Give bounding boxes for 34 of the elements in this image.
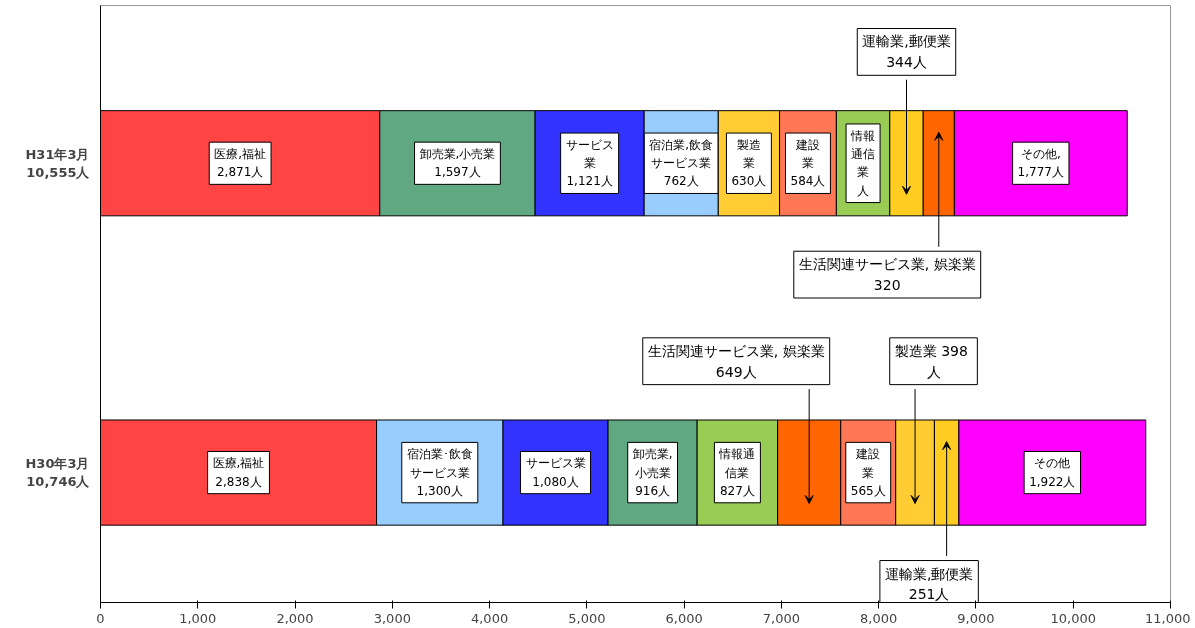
y-tick-label: H31年3月 10,555人 bbox=[25, 146, 91, 180]
data-label: 宿泊業,飲食サービス業 762人 bbox=[649, 138, 714, 189]
data-label: 卸売業,小売業 1,597人 bbox=[419, 147, 496, 180]
x-tick-label: 8,000 bbox=[860, 610, 898, 626]
data-label: 運輸業,郵便業 344人 bbox=[862, 33, 951, 71]
data-label: 宿泊業･飲食サービス業 1,300人 bbox=[406, 447, 473, 498]
data-label: 情報通信業 827人 bbox=[718, 447, 756, 498]
x-tick-label: 6,000 bbox=[665, 610, 703, 626]
x-tick-label: 9,000 bbox=[957, 610, 995, 626]
data-label: 建設業 584人 bbox=[790, 138, 826, 189]
data-label: その他 1,922人 bbox=[1029, 456, 1076, 489]
x-tick-label: 2,000 bbox=[276, 610, 314, 626]
x-tick-label: 10,000 bbox=[1050, 610, 1096, 626]
data-label: 生活関連サービス業, 娯楽業 649人 bbox=[647, 342, 825, 380]
data-label: サービス業 1,121人 bbox=[565, 138, 614, 189]
x-tick-label: 0 bbox=[96, 610, 105, 626]
y-tick-label: H30年3月 10,746人 bbox=[25, 456, 91, 490]
data-label: 建設業 565人 bbox=[850, 447, 886, 498]
x-tick-label: 3,000 bbox=[373, 610, 411, 626]
data-label: 生活関連サービス業, 娯楽業 320 bbox=[798, 256, 976, 294]
data-label: 医療,福祉 2,871人 bbox=[214, 147, 267, 180]
data-label: 医療,福祉 2,838人 bbox=[212, 456, 265, 489]
data-label: 情報通信業人 bbox=[850, 128, 876, 198]
data-label: 製造業 630人 bbox=[731, 138, 767, 189]
x-tick-label: 1,000 bbox=[179, 610, 217, 626]
x-tick-label: 7,000 bbox=[762, 610, 801, 626]
data-label: 製造業 398 人 bbox=[894, 342, 968, 380]
data-label: サービス業 1,080人 bbox=[525, 456, 586, 489]
x-tick-label: 4,000 bbox=[470, 610, 509, 626]
data-label: その他, 1,777人 bbox=[1017, 147, 1064, 180]
x-tick-label: 11,000 bbox=[1145, 610, 1191, 626]
data-label: 卸売業, 小売業 916人 bbox=[632, 447, 673, 498]
x-tick-label: 5,000 bbox=[568, 610, 606, 626]
data-label: 運輸業,郵便業 251人 bbox=[884, 565, 974, 603]
